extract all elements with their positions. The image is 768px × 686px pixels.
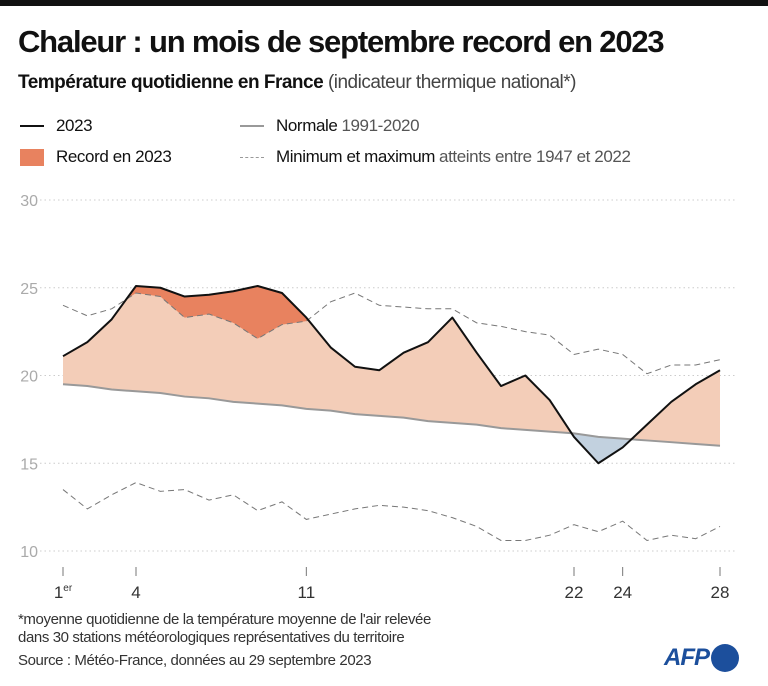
y-tick-label: 20 <box>20 369 38 386</box>
y-tick-label: 10 <box>20 544 38 561</box>
y-tick-label: 25 <box>20 281 38 298</box>
footnote-line-2: dans 30 stations météorologiques représe… <box>18 629 405 646</box>
footnote-line-1: *moyenne quotidienne de la température m… <box>18 611 431 628</box>
maximum-line <box>62 292 721 375</box>
x-tick-sup: er <box>63 583 73 594</box>
legend-minmax: Minimum et maximum atteints entre 1947 e… <box>240 147 631 167</box>
minimum-line <box>62 482 721 542</box>
chart-title: Chaleur : un mois de septembre record en… <box>18 24 665 59</box>
line-swatch <box>240 125 264 127</box>
chart-subtitle: Température quotidienne en France (indic… <box>18 72 576 94</box>
legend-label: 2023 <box>56 116 93 135</box>
x-tick-label: 22 <box>565 583 584 602</box>
legend-label-light: 1991-2020 <box>341 116 420 135</box>
afp-logo: AFP <box>664 644 739 672</box>
line-swatch <box>20 125 44 127</box>
legend-label: Minimum et maximum <box>276 147 436 166</box>
dash-swatch <box>240 156 264 158</box>
x-tick-label: 4 <box>131 583 140 602</box>
x-tick-label: 24 <box>613 583 632 602</box>
legend-2023: 2023 <box>20 116 93 136</box>
box-swatch <box>20 148 44 166</box>
x-tick-label: 11 <box>298 583 316 602</box>
legend-label: Record en 2023 <box>56 147 172 166</box>
line-2023 <box>62 284 721 465</box>
logo-circle <box>711 644 739 672</box>
subtitle-bold: Température quotidienne en France <box>18 72 324 93</box>
y-tick-label: 15 <box>20 456 38 473</box>
source: Source : Météo-France, données au 29 sep… <box>18 652 372 669</box>
x-tick-label: 1er <box>54 583 73 602</box>
x-tick-label: 28 <box>711 583 730 602</box>
legend-label: Normale <box>276 116 338 135</box>
subtitle-light: (indicateur thermique national*) <box>327 72 577 93</box>
top-bar <box>0 0 768 6</box>
logo-text: AFP <box>664 644 710 671</box>
normal-line <box>62 383 721 447</box>
legend-label-light: atteints entre 1947 et 2022 <box>439 147 631 166</box>
y-tick-label: 30 <box>20 193 38 210</box>
legend-record: Record en 2023 <box>20 147 172 167</box>
legend-normal: Normale 1991-2020 <box>240 116 420 136</box>
